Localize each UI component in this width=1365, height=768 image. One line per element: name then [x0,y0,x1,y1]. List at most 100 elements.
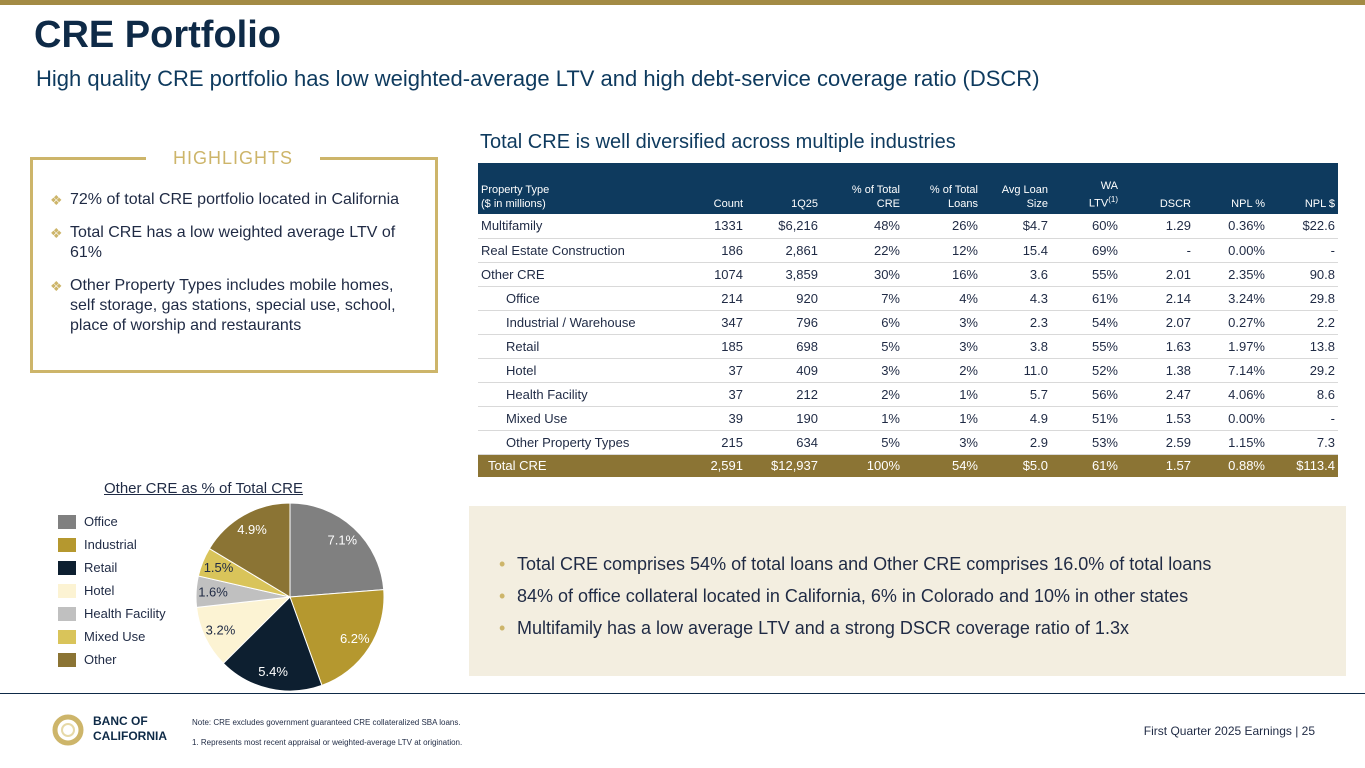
table-cell: 30% [821,262,903,287]
table-cell: 13.8 [1268,334,1338,359]
pie-data-label: 5.4% [258,664,288,679]
bank-logo-icon [52,714,84,746]
legend-swatch [58,629,76,644]
pie-data-label: 6.2% [340,631,370,646]
row-label: Retail [478,334,668,359]
table-cell: 54% [1051,310,1121,335]
table-cell: 347 [668,310,746,335]
callout-box: • Total CRE comprises 54% of total loans … [469,506,1346,676]
table-row: Retail 185 698 5% 3% 3.8 55% 1.63 1.97% 13.8 [478,334,1338,359]
row-label: Real Estate Construction [478,238,668,263]
table-cell: 55% [1051,334,1121,359]
table-row: Hotel 37 409 3% 2% 11.0 52% 1.38 7.14% 29.2 [478,358,1338,383]
table-cell: 15.4 [981,238,1051,263]
table-cell: 29.2 [1268,358,1338,383]
page-label: First Quarter 2025 Earnings | 25 [1143,724,1315,738]
table-cell: 409 [746,358,821,383]
highlights-title: HIGHLIGHTS [146,148,320,169]
table-cell: 22% [821,238,903,263]
footer-note: Note: CRE excludes government guaranteed… [192,718,461,727]
highlight-item: ❖ 72% of total CRE portfolio located in C… [50,191,400,208]
row-label: Other Property Types [478,430,668,455]
table-cell: 3,859 [746,262,821,287]
table-cell: 2.3 [981,310,1051,335]
table-cell: - [1268,406,1338,431]
pie-slice-health-facility [195,575,291,608]
table-cell: 37 [668,358,746,383]
table-cell: 90.8 [1268,262,1338,287]
callout-item: • 84% of office collateral located in Cal… [499,580,1211,612]
bullet-dot-icon: • [499,554,506,574]
table-cell: 2% [903,358,981,383]
footer-footnote: 1. Represents most recent appraisal or w… [192,738,463,747]
pie-data-label: 3.2% [206,622,236,637]
total-cell: 2,591 [710,458,743,474]
table-cell: 8.6 [1268,382,1338,407]
legend-swatch [58,652,76,667]
table-cell: 1.53 [1121,406,1194,431]
total-cell: 61% [1091,458,1118,474]
footer-divider [0,693,1365,694]
header-property-type: Property Type ($ in millions) [481,184,550,210]
table-cell: 26% [903,214,981,239]
total-cell: 0.88% [1228,458,1265,474]
table-title: Total CRE is well diversified across mul… [480,131,956,153]
table-cell: 1074 [668,262,746,287]
table-cell: 920 [746,286,821,311]
legend-label: Mixed Use [84,629,146,644]
pie-slice-other [208,502,291,598]
header-pct-total-cre: % of Total CRE [851,184,900,210]
table-header-row: Property Type ($ in millions) Count 1Q25 … [478,163,1338,214]
row-label: Hotel [478,358,668,383]
table-cell: 61% [1051,286,1121,311]
total-cell: 1.57 [1165,458,1191,474]
pie-data-label: 4.9% [237,522,267,537]
header-count: Count [713,198,743,210]
table-cell: 12% [903,238,981,263]
table-cell: 53% [1051,430,1121,455]
table-body: Multifamily 1331 $6,216 48% 26% $4.7 60% 1.29 0.… [478,214,1338,455]
pie-title: Other CRE as % of Total CRE [104,480,303,497]
pie-slice-office [289,502,385,598]
row-label: Multifamily [478,214,668,239]
table-cell: 185 [668,334,746,359]
legend-label: Retail [84,560,118,575]
total-cell: 100% [866,458,900,474]
table-cell: 2.07 [1121,310,1194,335]
pie-slice-retail [222,596,323,692]
table-cell: 3% [903,430,981,455]
header-avg-loan-size: Avg Loan Size [1001,184,1048,210]
legend-swatch [58,560,76,575]
pie-data-label: 1.5% [204,560,234,575]
row-label: Mixed Use [478,406,668,431]
table-cell: 1% [903,382,981,407]
diamond-bullet-icon: ❖ [50,225,63,241]
highlights-list: ❖ 72% of total CRE portfolio located in C… [50,190,422,349]
legend-item: Retail [58,556,166,579]
legend-item: Health Facility [58,602,166,625]
table-cell: 634 [746,430,821,455]
legend-label: Office [84,514,118,529]
table-cell: 2.14 [1121,286,1194,311]
legend-swatch [58,514,76,529]
pie-legend: Office Industrial Retail Hotel Health Facili… [58,510,166,671]
table-cell: $22.6 [1268,214,1338,239]
table-cell: - [1121,238,1194,263]
total-label: Total CRE [488,458,547,474]
table-cell: 2,861 [746,238,821,263]
table-cell: 29.8 [1268,286,1338,311]
table-cell: 698 [746,334,821,359]
table-cell: 215 [668,430,746,455]
header-dscr: DSCR [1159,198,1191,210]
highlight-item: ❖ Total CRE has a low weighted average LT… [50,224,396,261]
table-cell: 69% [1051,238,1121,263]
legend-item: Industrial [58,533,166,556]
header-wa-ltv: WA LTV(1) [1088,180,1118,210]
header-pct-total-loans: % of Total Loans [929,184,978,210]
table-cell: 2% [821,382,903,407]
table-cell: 0.36% [1194,214,1268,239]
table-cell: 1331 [668,214,746,239]
table-cell: 0.00% [1194,406,1268,431]
table-row: Health Facility 37 212 2% 1% 5.7 56% 2.47 4.06% 8… [478,382,1338,407]
table-cell: 1.29 [1121,214,1194,239]
